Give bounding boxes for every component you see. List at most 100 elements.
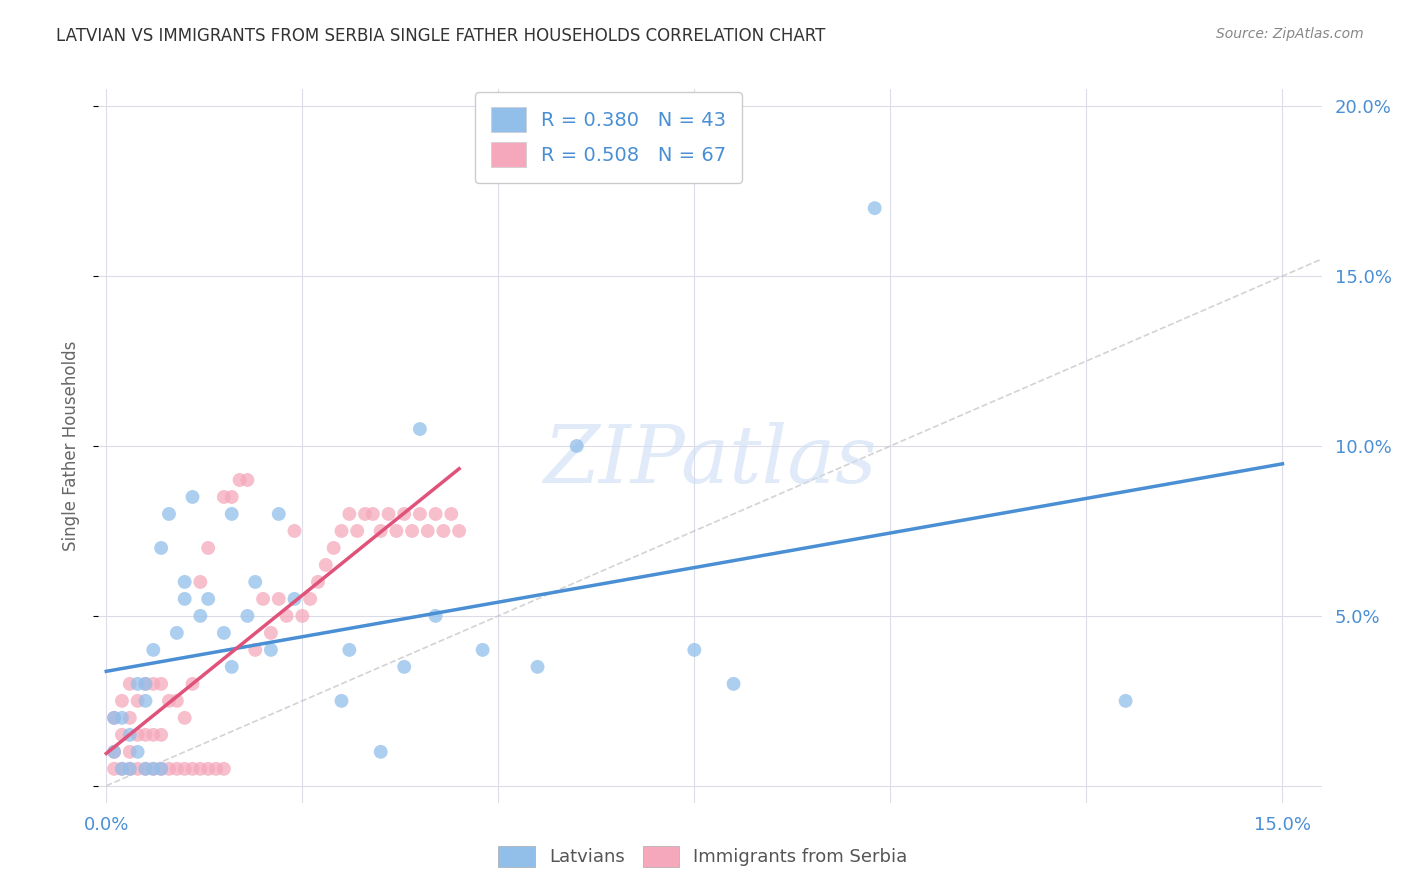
Point — [157, 507, 180, 521]
Point — [346, 524, 368, 538]
Point — [127, 728, 149, 742]
Point — [166, 626, 188, 640]
Y-axis label: Single Father Households: Single Father Households — [62, 341, 80, 551]
Point — [1115, 694, 1137, 708]
Text: ZIPatlas: ZIPatlas — [543, 422, 877, 499]
Point — [197, 541, 219, 555]
Point — [432, 524, 454, 538]
Point — [103, 711, 125, 725]
Point — [142, 677, 165, 691]
Point — [245, 643, 267, 657]
Point — [111, 728, 134, 742]
Point — [118, 728, 141, 742]
Point — [409, 422, 432, 436]
Point — [118, 745, 141, 759]
Point — [315, 558, 337, 572]
Point — [134, 677, 156, 691]
Point — [409, 507, 432, 521]
Legend: Latvians, Immigrants from Serbia: Latvians, Immigrants from Serbia — [491, 838, 915, 874]
Point — [166, 694, 188, 708]
Point — [330, 694, 353, 708]
Point — [260, 626, 283, 640]
Point — [188, 762, 212, 776]
Point — [150, 677, 173, 691]
Point — [291, 608, 314, 623]
Text: Source: ZipAtlas.com: Source: ZipAtlas.com — [1216, 27, 1364, 41]
Point — [103, 711, 125, 725]
Point — [134, 677, 156, 691]
Point — [188, 608, 212, 623]
Point — [173, 711, 195, 725]
Point — [142, 762, 165, 776]
Point — [127, 745, 149, 759]
Point — [260, 643, 283, 657]
Point — [134, 694, 156, 708]
Point — [416, 524, 439, 538]
Point — [449, 524, 471, 538]
Point — [157, 762, 180, 776]
Point — [392, 660, 416, 674]
Point — [565, 439, 588, 453]
Point — [245, 574, 267, 589]
Point — [103, 745, 125, 759]
Point — [212, 626, 235, 640]
Point — [150, 762, 173, 776]
Point — [205, 762, 228, 776]
Point — [150, 728, 173, 742]
Text: LATVIAN VS IMMIGRANTS FROM SERBIA SINGLE FATHER HOUSEHOLDS CORRELATION CHART: LATVIAN VS IMMIGRANTS FROM SERBIA SINGLE… — [56, 27, 825, 45]
Point — [134, 728, 156, 742]
Point — [471, 643, 494, 657]
Point — [299, 591, 322, 606]
Point — [236, 473, 259, 487]
Point — [103, 745, 125, 759]
Point — [370, 745, 392, 759]
Point — [173, 762, 195, 776]
Point — [157, 694, 180, 708]
Point — [111, 711, 134, 725]
Point — [267, 507, 290, 521]
Point — [134, 762, 156, 776]
Point — [142, 728, 165, 742]
Point — [197, 591, 219, 606]
Point — [377, 507, 399, 521]
Point — [354, 507, 377, 521]
Point — [212, 490, 235, 504]
Point — [322, 541, 344, 555]
Point — [181, 762, 204, 776]
Point — [142, 762, 165, 776]
Point — [221, 507, 243, 521]
Point — [150, 762, 173, 776]
Point — [197, 762, 219, 776]
Point — [127, 694, 149, 708]
Point — [111, 694, 134, 708]
Point — [425, 507, 447, 521]
Point — [150, 541, 173, 555]
Point — [166, 762, 188, 776]
Point — [276, 608, 298, 623]
Point — [228, 473, 250, 487]
Point — [392, 507, 416, 521]
Point — [283, 524, 305, 538]
Point — [330, 524, 353, 538]
Point — [401, 524, 423, 538]
Point — [267, 591, 290, 606]
Point — [723, 677, 745, 691]
Point — [370, 524, 392, 538]
Point — [236, 608, 259, 623]
Point — [863, 201, 886, 215]
Point — [361, 507, 384, 521]
Point — [440, 507, 463, 521]
Point — [385, 524, 408, 538]
Point — [173, 574, 195, 589]
Point — [181, 677, 204, 691]
Point — [307, 574, 329, 589]
Point — [127, 762, 149, 776]
Point — [118, 762, 141, 776]
Point — [118, 762, 141, 776]
Point — [252, 591, 274, 606]
Point — [142, 643, 165, 657]
Legend: R = 0.380   N = 43, R = 0.508   N = 67: R = 0.380 N = 43, R = 0.508 N = 67 — [475, 92, 742, 183]
Point — [337, 643, 360, 657]
Point — [103, 762, 125, 776]
Point — [111, 762, 134, 776]
